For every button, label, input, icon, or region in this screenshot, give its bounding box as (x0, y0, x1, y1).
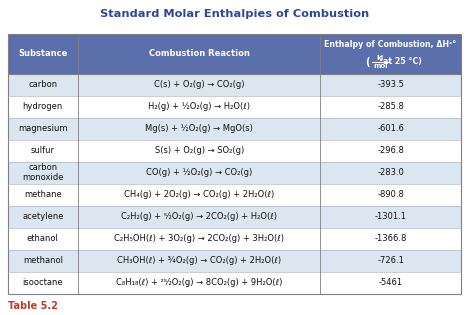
Text: Mg(s) + ½O₂(g) → MgO(s): Mg(s) + ½O₂(g) → MgO(s) (145, 124, 253, 133)
Text: carbon: carbon (28, 80, 57, 89)
Text: carbon
monoxide: carbon monoxide (22, 163, 64, 182)
Text: acetylene: acetylene (22, 212, 64, 221)
Bar (8, 34, 461, 74)
Text: CH₄(g) + 2O₂(g) → CO₂(g) + 2H₂O(ℓ): CH₄(g) + 2O₂(g) → CO₂(g) + 2H₂O(ℓ) (124, 190, 274, 199)
Bar (8, 118, 461, 140)
Text: -393.5: -393.5 (377, 80, 404, 89)
Text: Standard Molar Enthalpies of Combustion: Standard Molar Enthalpies of Combustion (100, 9, 369, 19)
Bar (8, 206, 461, 228)
Bar (8, 250, 461, 272)
Text: S(s) + O₂(g) → SO₂(g): S(s) + O₂(g) → SO₂(g) (155, 146, 244, 155)
Text: at 25 °C): at 25 °C) (383, 57, 422, 66)
Text: C₂H₂(g) + ⁵⁄₂O₂(g) → 2CO₂(g) + H₂O(ℓ): C₂H₂(g) + ⁵⁄₂O₂(g) → 2CO₂(g) + H₂O(ℓ) (121, 212, 277, 221)
Text: Enthalpy of Combustion, ΔHᶜ°: Enthalpy of Combustion, ΔHᶜ° (324, 40, 457, 49)
Text: isooctane: isooctane (22, 278, 63, 287)
Text: (: ( (365, 57, 370, 67)
Text: Combustion Reaction: Combustion Reaction (149, 49, 250, 58)
Bar (8, 162, 461, 184)
Bar (8, 34, 461, 294)
Text: -726.1: -726.1 (377, 256, 404, 265)
Text: hydrogen: hydrogen (23, 102, 63, 112)
Text: H₂(g) + ½O₂(g) → H₂O(ℓ): H₂(g) + ½O₂(g) → H₂O(ℓ) (148, 102, 250, 112)
Bar (8, 228, 461, 250)
Text: magnesium: magnesium (18, 124, 68, 133)
Bar (8, 74, 461, 96)
Text: methanol: methanol (23, 256, 63, 265)
Bar (8, 272, 461, 294)
Text: -296.8: -296.8 (377, 146, 404, 155)
Text: -1366.8: -1366.8 (374, 234, 407, 243)
Text: -285.8: -285.8 (377, 102, 404, 112)
Text: Table 5.2: Table 5.2 (8, 301, 57, 312)
Text: -283.0: -283.0 (377, 168, 404, 177)
Text: C₈H₁₈(ℓ) + ²⁵⁄₂O₂(g) → 8CO₂(g) + 9H₂O(ℓ): C₈H₁₈(ℓ) + ²⁵⁄₂O₂(g) → 8CO₂(g) + 9H₂O(ℓ) (116, 278, 283, 287)
Text: mol: mol (373, 63, 388, 69)
Text: C₂H₅OH(ℓ) + 3O₂(g) → 2CO₂(g) + 3H₂O(ℓ): C₂H₅OH(ℓ) + 3O₂(g) → 2CO₂(g) + 3H₂O(ℓ) (114, 234, 284, 243)
Text: ethanol: ethanol (27, 234, 59, 243)
Text: methane: methane (24, 190, 62, 199)
Text: C(s) + O₂(g) → CO₂(g): C(s) + O₂(g) → CO₂(g) (154, 80, 245, 89)
Bar (8, 96, 461, 118)
Text: -601.6: -601.6 (377, 124, 404, 133)
Bar (8, 140, 461, 162)
Text: -890.8: -890.8 (377, 190, 404, 199)
Text: -5461: -5461 (379, 278, 403, 287)
Text: sulfur: sulfur (31, 146, 55, 155)
Text: kJ: kJ (377, 55, 384, 61)
Bar (8, 184, 461, 206)
Text: CO(g) + ½O₂(g) → CO₂(g): CO(g) + ½O₂(g) → CO₂(g) (146, 168, 252, 177)
Text: Substance: Substance (18, 49, 67, 58)
Text: -1301.1: -1301.1 (374, 212, 407, 221)
Text: CH₃OH(ℓ) + ¾O₂(g) → CO₂(g) + 2H₂O(ℓ): CH₃OH(ℓ) + ¾O₂(g) → CO₂(g) + 2H₂O(ℓ) (117, 256, 281, 265)
